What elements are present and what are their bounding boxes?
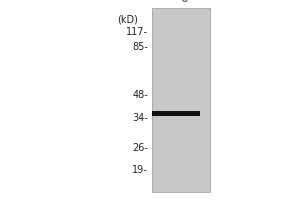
Text: 19-: 19- bbox=[132, 165, 148, 175]
Text: 48-: 48- bbox=[132, 90, 148, 100]
Text: 293: 293 bbox=[172, 0, 191, 6]
Text: 26-: 26- bbox=[132, 143, 148, 153]
Bar bbox=[152, 110, 200, 116]
Text: 85-: 85- bbox=[132, 42, 148, 52]
Text: (kD): (kD) bbox=[118, 14, 138, 24]
Bar bbox=[152, 8, 210, 192]
Text: 117-: 117- bbox=[126, 27, 148, 37]
Text: 34-: 34- bbox=[132, 113, 148, 123]
